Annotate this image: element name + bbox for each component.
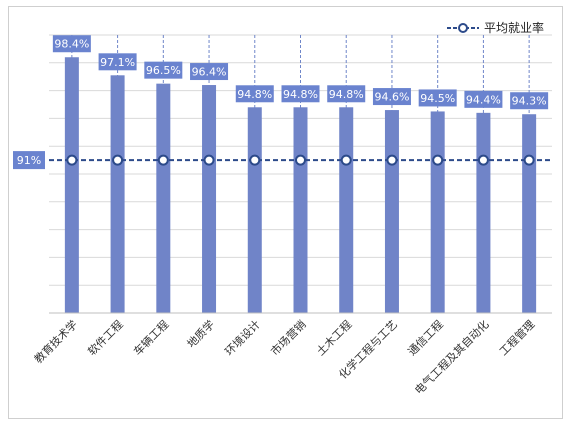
bar	[339, 107, 354, 313]
data-label: 98.4%	[54, 38, 89, 51]
data-label: 96.4%	[192, 66, 227, 79]
data-label-box	[144, 61, 183, 79]
average-label: 91%	[17, 154, 41, 167]
category-label: 土木工程	[314, 318, 354, 358]
bar	[293, 107, 308, 313]
average-marker	[203, 154, 215, 166]
data-label: 94.8%	[329, 88, 364, 101]
data-label: 94.5%	[420, 92, 455, 105]
data-label-box	[510, 92, 549, 110]
bar	[247, 107, 262, 313]
bar	[110, 75, 125, 313]
legend-marker-icon	[446, 22, 479, 33]
average-marker	[523, 154, 535, 166]
data-label-box	[52, 35, 91, 53]
bar	[430, 111, 445, 313]
chart-frame: 平均就业率 98.4% 97.1% 96.5% 96.4% 94.8% 94.8% 94.8…	[8, 6, 563, 419]
legend: 平均就业率	[446, 19, 544, 36]
average-marker	[157, 154, 169, 166]
category-label: 工程管理	[496, 317, 537, 358]
category-label: 教育技术学	[31, 317, 80, 366]
average-marker	[386, 154, 398, 166]
bar	[522, 114, 537, 313]
category-label: 市场营销	[268, 317, 309, 358]
bar	[202, 85, 217, 313]
bar-chart: 98.4% 97.1% 96.5% 96.4% 94.8% 94.8% 94.8% 94.6%…	[13, 34, 552, 397]
data-label: 94.6%	[374, 91, 409, 104]
data-label-box	[281, 85, 320, 103]
bar	[384, 110, 399, 313]
data-label-box	[372, 88, 411, 106]
data-label-box	[464, 90, 503, 108]
data-label: 94.8%	[283, 88, 318, 101]
data-label: 96.5%	[146, 64, 181, 77]
average-marker	[340, 154, 352, 166]
average-marker	[249, 154, 261, 166]
category-label: 环境设计	[222, 317, 263, 358]
data-label-box	[190, 63, 229, 81]
data-label: 94.3%	[512, 95, 547, 108]
data-label: 94.8%	[237, 88, 272, 101]
category-label: 地质学	[184, 317, 217, 350]
average-marker	[112, 154, 124, 166]
legend-label: 平均就业率	[483, 21, 544, 35]
bar	[476, 112, 491, 313]
average-marker	[432, 154, 444, 166]
category-label: 电气工程及其自动化	[412, 317, 492, 397]
bar	[156, 83, 171, 314]
data-label-box	[235, 85, 274, 103]
average-marker	[295, 154, 306, 166]
category-label: 通信工程	[405, 318, 445, 358]
average-label-box	[13, 151, 45, 170]
data-label-box	[327, 85, 366, 103]
data-label-box	[418, 89, 457, 107]
average-marker	[66, 154, 78, 166]
average-marker	[477, 154, 489, 166]
data-label: 97.1%	[100, 56, 135, 69]
data-label: 94.4%	[466, 93, 501, 106]
category-label: 车辆工程	[130, 317, 171, 358]
bar	[64, 57, 79, 313]
category-label: 软件工程	[85, 317, 126, 358]
data-label-box	[98, 53, 137, 71]
